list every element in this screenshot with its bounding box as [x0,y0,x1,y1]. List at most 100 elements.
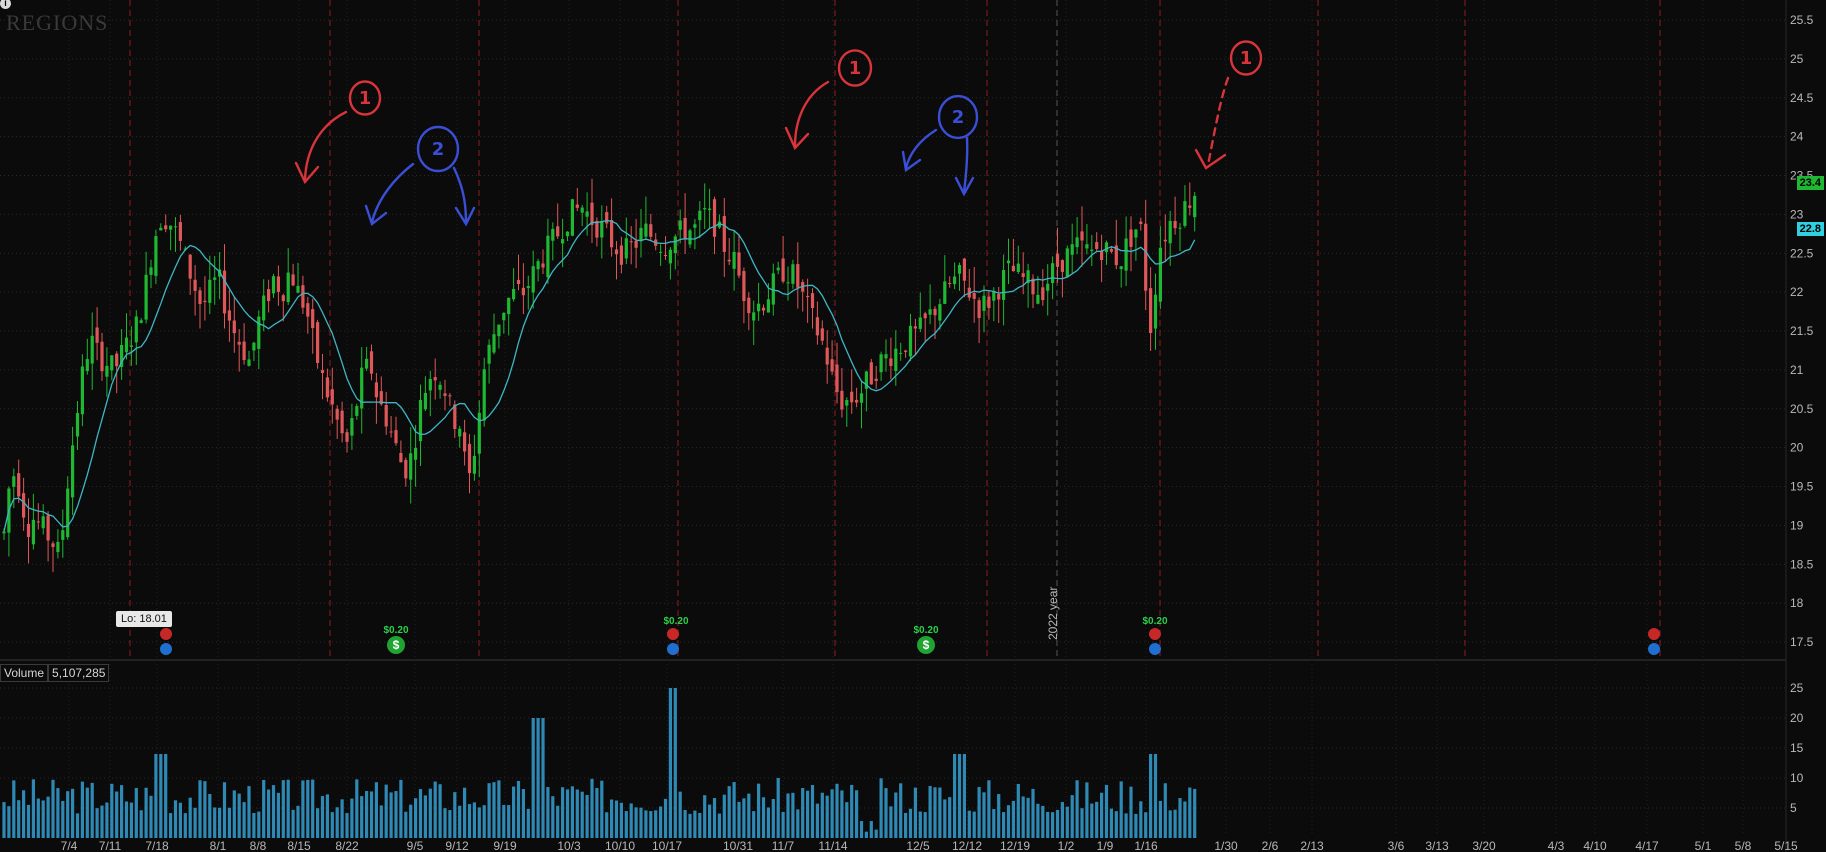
volume-bar [634,807,638,838]
date-tick-label: 2/13 [1300,839,1324,852]
date-tick-label: 10/17 [652,839,682,852]
volume-bar [825,795,829,838]
price-tick-label: 19.5 [1790,480,1814,494]
volume-bar [835,783,839,838]
candle-body [761,307,766,311]
annotation-arrowhead [294,161,320,185]
date-tick-label: 3/13 [1425,839,1449,852]
volume-bar [727,786,731,838]
candle-body [585,211,589,217]
volume-bar [962,754,966,838]
candle-body [75,413,80,437]
volume-bar [967,810,971,838]
candle-body [830,359,834,372]
candle-body [448,395,452,397]
candle-body [737,252,741,276]
volume-bar [301,780,305,838]
date-tick-label: 5/15 [1774,839,1798,852]
candle-body [291,274,295,286]
volume-bar [619,802,623,838]
volume-bar [105,802,109,838]
last-price-tag: 23.4 [1796,176,1824,190]
candle-body [561,239,565,244]
candle-body [1109,249,1113,252]
candle-body [570,199,574,236]
volume-bar [458,805,462,838]
volume-bar [531,718,535,838]
candle-body [678,220,682,230]
volume-bar [1163,783,1167,838]
candle-body [80,366,84,415]
candle-body [1124,238,1128,271]
candle-body [222,270,227,314]
volume-bar [1011,800,1015,838]
volume-bar [918,811,922,838]
candle-body [850,391,854,403]
candle-body [418,399,423,442]
volume-bar [1026,797,1030,838]
volume-bar [884,788,888,838]
volume-bar [36,798,40,838]
candle-body [1046,283,1050,291]
candle-body [948,283,952,285]
volume-bar [712,798,717,838]
candle-body [703,208,707,210]
candle-body [688,230,692,245]
volume-bar [1193,788,1197,838]
volume-bar [874,829,878,838]
volume-bar [164,754,168,838]
volume-bar [516,780,521,838]
volume-bar [173,800,178,838]
candle-body [575,204,579,208]
candle-body [923,313,927,319]
candle-body [928,309,932,315]
volume-bar [345,813,349,838]
price-tick-label: 22 [1790,285,1804,299]
candle-body [399,452,403,463]
volume-bars-group [2,688,1197,838]
volume-bar [384,784,388,838]
volume-bar [526,808,530,838]
volume-bar [66,791,70,838]
news-icon [667,643,679,655]
volume-bar [551,796,555,838]
candle-body [369,351,374,374]
volume-bar [521,789,525,838]
candle-body [497,324,501,337]
volume-bar [1036,803,1040,838]
candle-body [482,369,486,421]
volume-bar [46,796,50,838]
candle-body [791,264,795,284]
volume-bar [644,810,648,838]
candle-body [232,320,236,334]
volume-bar [355,779,359,838]
low-price-label: Lo: 18.01 [116,611,172,627]
candle-body [889,358,893,366]
volume-bar [80,781,84,838]
candle-body [31,519,35,545]
candle-body [977,300,981,319]
candle-body [1060,260,1064,272]
dividend-icon [387,636,405,654]
volume-bar [1080,808,1084,838]
volume-bar [350,798,354,838]
volume-bar [1090,803,1094,838]
candle-body [276,276,280,292]
candle-body [2,531,6,534]
candle-body [458,428,462,437]
candle-body [1100,250,1104,261]
volume-bar [139,810,143,838]
annotation-arrowhead [954,176,975,197]
volume-bar [957,754,962,838]
volume-bar [306,779,310,838]
annotations-group: 1 2 1 2 1 [294,40,1263,227]
candle-body [414,447,418,460]
candle-body [1051,263,1055,284]
price-tick-label: 21.5 [1790,324,1814,338]
volume-bar [889,806,893,838]
candle-body [864,371,868,389]
info-icon[interactable]: i [0,0,11,9]
annotation-circle [937,94,979,140]
candle-body [227,310,231,321]
